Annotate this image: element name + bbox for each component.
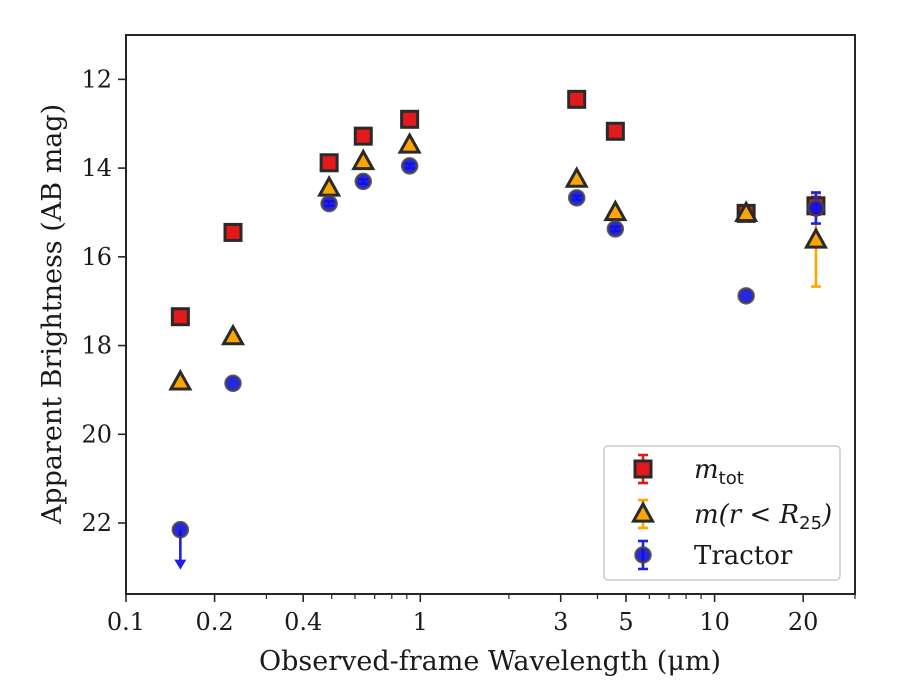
data-point xyxy=(220,323,246,346)
series-circle xyxy=(171,157,825,570)
data-point xyxy=(400,109,420,129)
legend-label-tail: ) xyxy=(821,500,832,530)
legend-marker xyxy=(630,500,656,523)
legend-entry: mtot xyxy=(633,453,744,489)
legend: mtot m(r < R25) Tractor xyxy=(603,445,841,581)
plot-frame xyxy=(125,34,856,595)
data-point xyxy=(351,148,376,171)
x-tick-label: 0.4 xyxy=(284,608,322,636)
legend-label-main: m xyxy=(694,455,719,485)
data-point xyxy=(734,200,759,222)
data-point xyxy=(354,172,373,191)
series-square xyxy=(170,89,826,327)
data-marks xyxy=(168,89,828,570)
upper-limit-arrowhead xyxy=(174,559,187,570)
data-point xyxy=(605,121,625,141)
legend-label-main: m(r < R xyxy=(694,500,799,530)
x-tick-label: 0.1 xyxy=(107,608,145,636)
legend-label-subscript: 25 xyxy=(799,513,822,534)
data-point xyxy=(564,166,589,188)
legend-label: m(r < R25) xyxy=(694,500,832,534)
data-point xyxy=(319,153,339,173)
data-point xyxy=(807,199,825,217)
data-point xyxy=(397,131,422,154)
x-tick-label: 3 xyxy=(553,608,568,636)
y-tick-label: 18 xyxy=(81,332,112,360)
data-point xyxy=(168,368,193,391)
y-tick-label: 20 xyxy=(81,420,112,448)
axis-ticks: 0.1 0.2 0.4 1 3 5 10 20 12 14 16 18 20 22 xyxy=(81,65,856,636)
data-point xyxy=(320,194,338,213)
x-tick-label: 1 xyxy=(413,608,428,636)
legend-label: Tractor xyxy=(694,541,793,571)
series-triangle xyxy=(168,131,828,391)
data-point xyxy=(400,157,419,175)
legend-marker xyxy=(634,546,652,564)
data-point xyxy=(737,287,755,305)
y-tick-label: 16 xyxy=(81,243,112,271)
legend-marker xyxy=(633,459,653,479)
legend-entry: Tractor xyxy=(634,539,793,571)
y-tick-label: 12 xyxy=(81,65,112,93)
data-point xyxy=(170,307,190,327)
data-point xyxy=(223,222,243,242)
data-point xyxy=(803,226,828,249)
y-tick-label: 14 xyxy=(81,154,112,182)
legend-entry: m(r < R25) xyxy=(630,498,832,534)
legend-label-subscript: tot xyxy=(719,468,744,489)
x-tick-label: 5 xyxy=(618,608,633,636)
x-axis-label: Observed-frame Wavelength (μm) xyxy=(259,646,721,677)
data-point xyxy=(353,126,373,146)
data-point xyxy=(224,374,242,393)
data-point xyxy=(171,520,190,539)
legend-box xyxy=(603,445,841,581)
y-axis-label: Apparent Brightness (AB mag) xyxy=(37,104,68,525)
legend-label: mtot xyxy=(694,455,744,489)
y-tick-label: 22 xyxy=(81,509,112,537)
data-point xyxy=(567,89,587,109)
x-tick-label: 0.2 xyxy=(196,608,234,636)
x-tick-label: 20 xyxy=(788,608,819,636)
data-point xyxy=(603,199,628,222)
x-tick-label: 10 xyxy=(699,608,730,636)
data-point xyxy=(606,220,625,238)
data-point xyxy=(567,189,586,207)
